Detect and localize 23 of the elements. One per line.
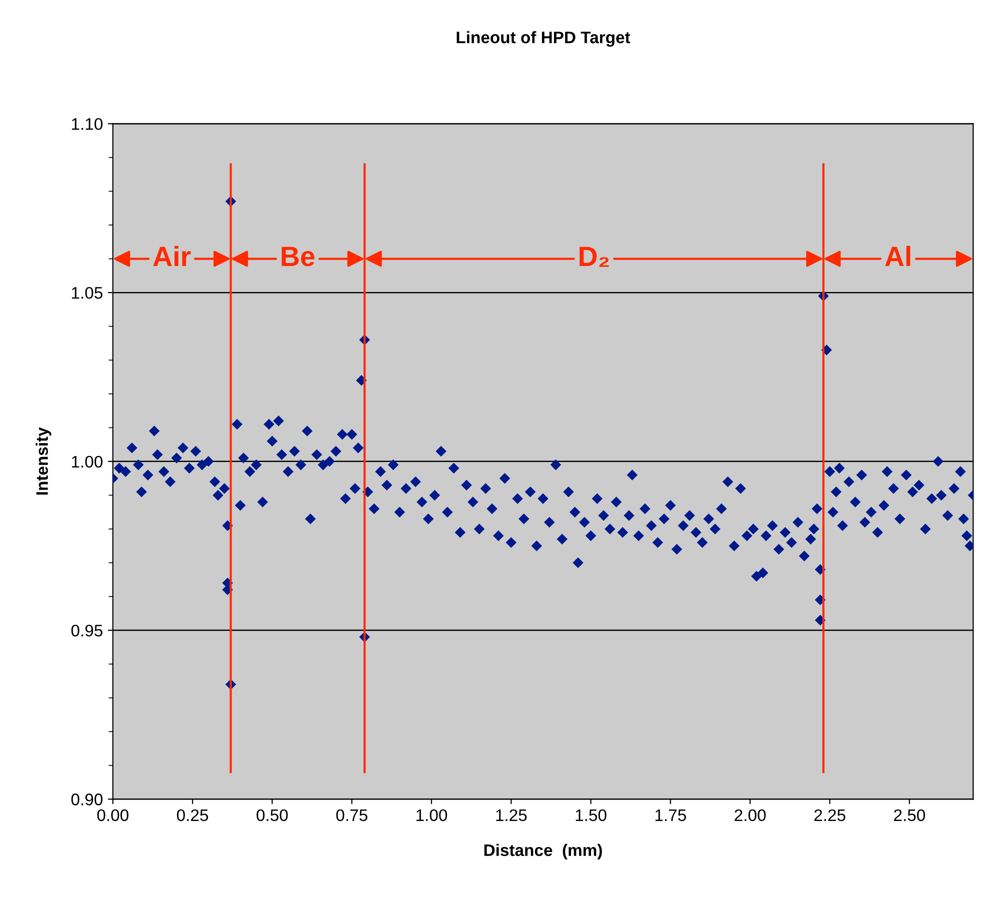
annotation: D₂: [580, 246, 609, 267]
x-tick-label: 0.75: [336, 809, 368, 822]
y-tick-label: 0.90: [71, 794, 102, 806]
x-tick-label: 0.50: [256, 809, 288, 822]
x-tick-label: 1.75: [656, 809, 686, 822]
chart-title: Lineout of HPD Target: [456, 31, 630, 47]
y-axis-title: Intensity: [36, 427, 52, 495]
y-tick-label: 1.10: [72, 118, 102, 130]
x-tick-label: 1.50: [576, 809, 606, 822]
y-tick-label: 1.05: [72, 286, 102, 299]
x-tick-label: 2.25: [814, 809, 846, 822]
annotation: Al: [885, 246, 910, 266]
annotation: Be: [282, 246, 314, 266]
x-tick-label: 0.25: [176, 809, 208, 822]
y-tick-label: 1.00: [72, 456, 102, 468]
x-axis-title: Distance (mm): [484, 844, 602, 860]
x-tick-label: 1.00: [416, 809, 448, 822]
x-tick-label: 2.00: [734, 809, 766, 822]
x-tick-label: 2.50: [894, 809, 926, 822]
x-tick-label: 0.00: [97, 809, 128, 822]
x-tick-label: 1.25: [496, 809, 527, 822]
y-tick-label: 0.95: [71, 624, 102, 636]
annotation: Air: [153, 246, 191, 266]
